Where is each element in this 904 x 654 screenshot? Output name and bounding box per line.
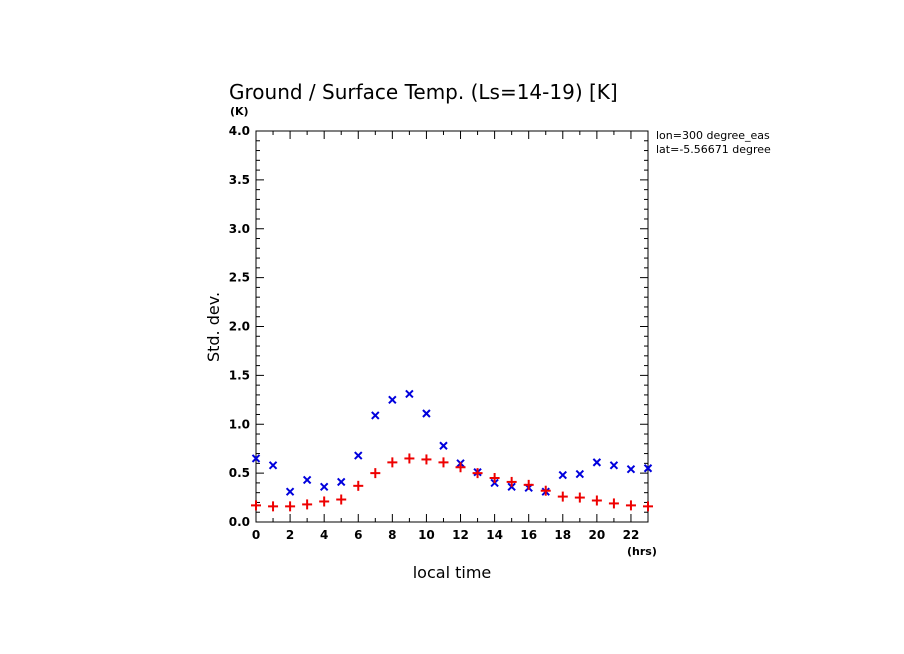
marker-stroke — [251, 454, 261, 463]
marker-stroke — [575, 469, 585, 479]
data-point-x-marker — [405, 389, 414, 399]
data-point-x-marker — [558, 470, 567, 480]
marker-stroke — [285, 487, 295, 496]
data-point-plus-marker — [489, 473, 500, 484]
y-tick-label: 1.0 — [229, 417, 250, 431]
data-point-plus-marker — [421, 454, 432, 465]
marker-stroke — [626, 465, 636, 474]
data-point-x-marker — [319, 482, 329, 492]
data-point-x-marker — [337, 477, 346, 487]
x-tick-label: 6 — [354, 528, 362, 542]
x-tick-label: 10 — [418, 528, 435, 542]
x-tick-label: 18 — [554, 528, 571, 542]
data-point-plus-marker — [574, 492, 585, 503]
data-point-plus-marker — [472, 468, 483, 479]
data-point-x-marker — [439, 441, 448, 450]
marker-stroke — [558, 470, 567, 480]
data-point-plus-marker — [387, 457, 398, 468]
data-point-x-marker — [592, 458, 602, 467]
data-point-plus-marker — [455, 462, 466, 473]
marker-stroke — [371, 411, 380, 420]
y-tick-label: 0.0 — [229, 515, 250, 529]
y-tick-label: 3.0 — [229, 222, 250, 236]
x-axis-label: local time — [413, 563, 492, 582]
y-tick-label: 1.5 — [229, 368, 250, 382]
y-tick-label: 4.0 — [229, 124, 250, 138]
x-tick-label: 16 — [520, 528, 537, 542]
y-tick-label: 0.5 — [229, 466, 250, 480]
data-point-plus-marker — [608, 498, 619, 509]
data-point-x-marker — [285, 487, 295, 496]
data-point-plus-marker — [285, 501, 296, 512]
data-point-x-marker — [354, 451, 363, 460]
x-unit-label: (hrs) — [627, 545, 657, 558]
x-tick-label: 14 — [486, 528, 503, 542]
x-tick-label: 12 — [452, 528, 469, 542]
marker-stroke — [354, 451, 363, 460]
chart-title: Ground / Surface Temp. (Ls=14-19) [K] — [229, 80, 618, 104]
data-point-plus-marker — [506, 476, 517, 487]
data-point-x-marker — [251, 454, 261, 463]
marker-stroke — [422, 409, 431, 418]
data-point-plus-marker — [404, 453, 415, 464]
data-marks — [251, 389, 653, 512]
marker-stroke — [592, 458, 602, 467]
data-point-x-marker — [626, 465, 636, 474]
marker-stroke — [643, 464, 653, 473]
data-point-x-marker — [371, 411, 380, 420]
axis-ticks: 0 2 4 6 8 10 12 14 16 18 20 22 0.0 0.5 1.0 1.5 2.0 2.5 3.0… — [229, 124, 649, 542]
x-tick-label: 2 — [286, 528, 294, 542]
data-point-plus-marker — [625, 500, 636, 511]
plot-frame — [255, 130, 649, 523]
marker-stroke — [268, 461, 278, 470]
data-point-plus-marker — [353, 480, 364, 491]
marker-stroke — [405, 389, 414, 399]
data-point-x-marker — [268, 461, 278, 470]
y-tick-label: 3.5 — [229, 173, 250, 187]
data-point-plus-marker — [319, 496, 330, 507]
data-point-plus-marker — [438, 457, 449, 468]
info-lon: lon=300 degree_eas — [656, 129, 770, 142]
data-point-x-marker — [302, 475, 312, 485]
data-point-plus-marker — [268, 501, 279, 512]
x-tick-label: 4 — [320, 528, 328, 542]
data-point-plus-marker — [643, 501, 653, 512]
data-point-plus-marker — [302, 499, 313, 510]
y-tick-label: 2.0 — [229, 320, 250, 334]
data-point-x-marker — [575, 469, 585, 479]
marker-stroke — [302, 475, 312, 485]
y-unit-label: (K) — [230, 105, 249, 118]
x-tick-label: 20 — [589, 528, 606, 542]
data-point-plus-marker — [251, 500, 261, 511]
data-point-plus-marker — [336, 494, 347, 505]
x-tick-label: 0 — [252, 528, 260, 542]
data-point-x-marker — [388, 395, 397, 405]
x-tick-label: 8 — [388, 528, 396, 542]
data-point-plus-marker — [370, 468, 381, 479]
y-tick-label: 2.5 — [229, 271, 250, 285]
data-point-x-marker — [643, 464, 653, 473]
marker-stroke — [337, 477, 346, 487]
x-tick-label: 22 — [623, 528, 640, 542]
marker-stroke — [388, 395, 397, 405]
data-point-x-marker — [422, 409, 431, 418]
info-lat: lat=-5.56671 degree — [656, 143, 771, 156]
data-point-plus-marker — [591, 495, 602, 506]
y-axis-label: Std. dev. — [204, 292, 223, 362]
data-point-plus-marker — [540, 485, 551, 496]
marker-stroke — [609, 461, 619, 470]
marker-stroke — [319, 482, 329, 492]
data-point-plus-marker — [523, 479, 534, 490]
data-point-plus-marker — [557, 491, 568, 502]
marker-stroke — [439, 441, 448, 450]
data-point-x-marker — [609, 461, 619, 470]
